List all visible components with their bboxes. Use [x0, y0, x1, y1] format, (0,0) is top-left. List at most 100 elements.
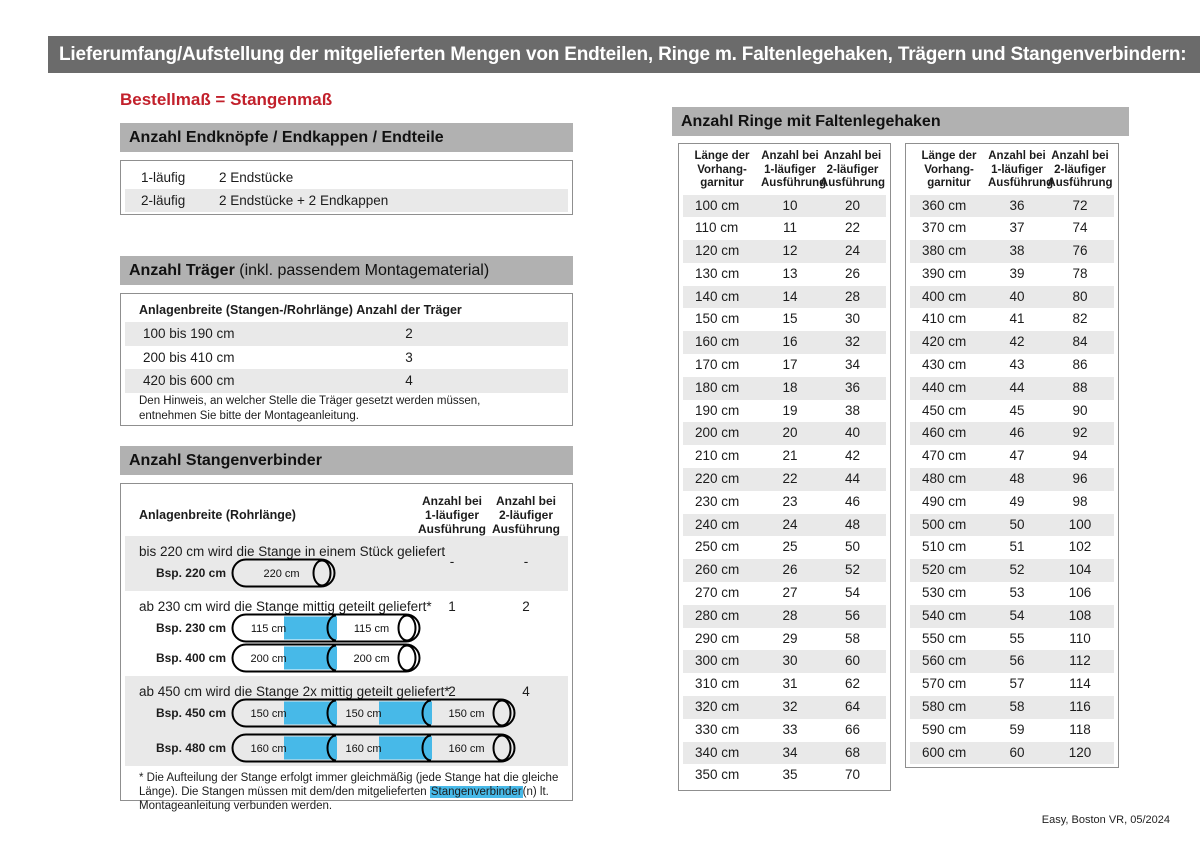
- ringe-row-length: 100 cm: [695, 197, 740, 213]
- ringe-table-row: 460 cm 46 92: [910, 422, 1114, 446]
- ringe-row-count-1-laeufig: 27: [782, 585, 798, 601]
- ringe-row-count-2-laeufig: 22: [844, 220, 861, 236]
- rod-joint-arc: [326, 614, 337, 642]
- ringe-row-count-1-laeufig: 17: [782, 357, 798, 373]
- ringe-table-row: 120 cm 12 24: [683, 240, 886, 263]
- footnote-highlight-stangenverbinder: Stangenverbinder: [429, 786, 523, 798]
- rod-segment-length-label: 150 cm: [448, 708, 484, 720]
- verbinder-row: bis 220 cm wird die Stange in einem Stüc…: [125, 536, 568, 591]
- traeger-rows: 100 bis 190 cm 2 200 bis 410 cm 3 420 bis 60…: [121, 322, 572, 393]
- ringe-row-length: 220 cm: [695, 471, 740, 487]
- ringe-row-count-1-laeufig: 24: [782, 516, 798, 532]
- rod-example-line: Bsp. 400 cm 200 cm 200 cm: [125, 643, 568, 673]
- ringe-row-length: 580 cm: [922, 699, 967, 715]
- traeger-col-header-anzahl: Anzahl der Träger: [356, 303, 462, 317]
- ringe-row-count-1-laeufig: 54: [1009, 607, 1025, 623]
- ringe-table-row: 250 cm 25 50: [683, 536, 886, 559]
- ringe-table-row: 490 cm 49 98: [910, 491, 1114, 514]
- ringe-row-length: 600 cm: [922, 744, 967, 760]
- ringe-row-count-2-laeufig: 80: [1072, 288, 1088, 304]
- rod-segment-length-label: 150 cm: [345, 708, 381, 720]
- rod-joint-arc: [326, 699, 337, 727]
- ringe-table-row: 110 cm 11 22: [683, 217, 886, 240]
- endteile-row-label: 1-läufig: [141, 170, 186, 185]
- ringe-row-length: 490 cm: [922, 493, 967, 509]
- ringe-table-row: 480 cm 48 96: [910, 468, 1114, 491]
- ringe-row-count-1-laeufig: 52: [1009, 562, 1025, 578]
- rod-segment-length-label: 220 cm: [263, 568, 299, 580]
- ringe-row-count-1-laeufig: 36: [1009, 197, 1025, 213]
- ringe-table-row: 180 cm 18 36: [683, 376, 886, 400]
- ringe-row-length: 590 cm: [922, 721, 967, 737]
- rod-diagram: 160 cm 160 cm 160 cm: [231, 733, 516, 763]
- endteile-row-label: 2-läufig: [141, 193, 186, 208]
- rod-joint-arc: [421, 734, 432, 762]
- rod-diagram: 200 cm 200 cm: [231, 643, 421, 673]
- ringe-row-length: 390 cm: [922, 265, 967, 281]
- ringe-row-count-1-laeufig: 55: [1009, 630, 1025, 646]
- ringe-row-count-2-laeufig: 62: [844, 676, 861, 692]
- ringe-row-length: 330 cm: [695, 721, 740, 737]
- rod-segment-length-label: 115 cm: [354, 623, 389, 635]
- rod-outline: [231, 733, 516, 763]
- ringe-row-length: 570 cm: [922, 676, 967, 692]
- ringe-table-row: 330 cm 33 66: [683, 719, 886, 742]
- page-title-bar: Lieferumfang/Aufstellung der mitgeliefer…: [48, 36, 1200, 73]
- ringe-row-count-1-laeufig: 37: [1009, 220, 1025, 236]
- ringe-table-right: Länge der Vorhang- garnitur Anzahl bei 1-…: [905, 143, 1119, 768]
- ringe-table-row: 430 cm 43 86: [910, 354, 1114, 377]
- ringe-row-count-1-laeufig: 14: [782, 288, 798, 304]
- ringe-row-length: 140 cm: [695, 288, 740, 304]
- rod-outline: [231, 643, 421, 673]
- ringe-table-row: 500 cm 50 100: [910, 513, 1114, 537]
- ringe-row-length: 450 cm: [922, 402, 967, 418]
- ringe-row-count-1-laeufig: 35: [782, 767, 798, 783]
- traeger-row-count: 3: [405, 349, 413, 365]
- verbinder-row: ab 230 cm wird die Stange mittig geteilt…: [125, 591, 568, 676]
- ringe-table-row: 230 cm 23 46: [683, 491, 886, 514]
- ringe-row-length: 370 cm: [922, 220, 967, 236]
- traeger-row-count: 2: [405, 326, 413, 341]
- ringe-row-count-2-laeufig: 76: [1072, 243, 1088, 259]
- ringe-table-row: 130 cm 13 26: [683, 263, 886, 286]
- ringe-table-row: 400 cm 40 80: [910, 285, 1114, 309]
- ringe-table-row: 550 cm 55 110: [910, 628, 1114, 651]
- ringe-table-row: 300 cm 30 60: [683, 650, 886, 674]
- ringe-row-count-1-laeufig: 25: [782, 539, 798, 555]
- traeger-row-range: 420 bis 600 cm: [143, 373, 235, 388]
- rod-diagram: 115 cm 115 cm: [231, 613, 421, 643]
- ringe-row-count-1-laeufig: 57: [1009, 676, 1025, 692]
- section-ringe-header: Anzahl Ringe mit Faltenlegehaken: [672, 107, 1129, 136]
- ringe-table-row: 600 cm 60 120: [910, 741, 1114, 765]
- ringe-table-row: 150 cm 15 30: [683, 308, 886, 331]
- ringe-row-count-1-laeufig: 21: [782, 448, 798, 464]
- traeger-row-range: 100 bis 190 cm: [143, 326, 235, 341]
- ringe-table-row: 270 cm 27 54: [683, 582, 886, 605]
- verbinder-col-header-2-laeufig: Anzahl bei 2-läufiger Ausführung: [492, 494, 560, 536]
- verbinder-col-header-1-laeufig: Anzahl bei 1-läufiger Ausführung: [418, 494, 486, 536]
- ringe-col-header-1-laeufig: Anzahl bei 1-läufiger Ausführung: [988, 150, 1054, 189]
- ringe-row-length: 300 cm: [695, 653, 740, 669]
- ringe-row-length: 260 cm: [695, 562, 740, 578]
- ringe-row-length: 320 cm: [695, 699, 740, 715]
- ringe-table-row: 210 cm 21 42: [683, 445, 886, 468]
- endteile-row-value: 2 Endstücke: [219, 170, 294, 185]
- ringe-row-length: 120 cm: [695, 243, 740, 259]
- stangenverbinder-connector: [284, 646, 337, 670]
- ringe-table-row: 510 cm 51 102: [910, 536, 1114, 559]
- ringe-table-row: 570 cm 57 114: [910, 673, 1114, 696]
- rod-segment-length-label: 200 cm: [353, 653, 389, 665]
- ringe-row-count-1-laeufig: 53: [1009, 585, 1025, 601]
- ringe-table-row: 540 cm 54 108: [910, 604, 1114, 628]
- verbinder-row-count-1-laeufig: 2: [448, 684, 456, 699]
- document-footer: Easy, Boston VR, 05/2024: [1041, 814, 1170, 826]
- ringe-row-count-1-laeufig: 58: [1009, 699, 1025, 715]
- ringe-row-count-2-laeufig: 94: [1072, 448, 1088, 464]
- rod-example-line: Bsp. 230 cm 115 cm 115 cm: [125, 613, 568, 643]
- ringe-table-row: 190 cm 19 38: [683, 400, 886, 423]
- verbinder-row-description: bis 220 cm wird die Stange in einem Stüc…: [139, 544, 446, 559]
- ringe-row-length: 310 cm: [695, 676, 740, 692]
- rod-example-line: Bsp. 480 cm 160 cm 160 cm 160 cm: [125, 733, 568, 763]
- ringe-table-row: 560 cm 56 112: [910, 650, 1114, 674]
- ringe-row-count-2-laeufig: 32: [844, 334, 861, 350]
